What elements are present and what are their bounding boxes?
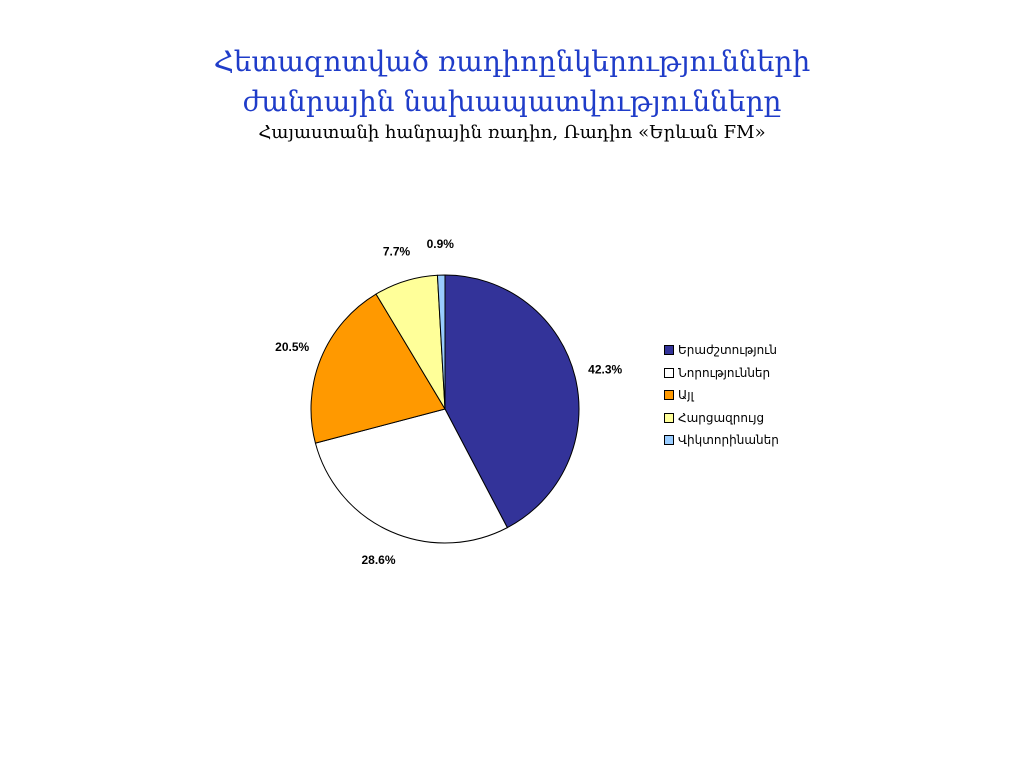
legend-item-1: Երաժշտություն [664,339,779,362]
legend-item-2: Նորություններ [664,362,779,385]
legend-label-2: Նորություններ [678,365,771,380]
chart-title-line-2: ժանրային նախապատվությունները [242,85,782,118]
legend-label-1: Երաժշտություն [678,343,777,358]
pie-data-label-4: 7.7% [383,244,411,258]
pie-slice-3 [310,293,446,444]
chart-title-line-1: Հետազոտված ռադիոընկերությունների [213,45,811,78]
pie-slice-2 [314,408,508,544]
pie-data-labels: 42.3% 28.6% 20.5% 7.7% 0.9% [275,237,622,567]
legend-label-3: Այլ [678,388,694,403]
legend-item-3: Այլ [664,384,779,407]
legend-swatch-4 [664,412,674,423]
legend-item-4: Հարցազրույց [664,407,779,430]
legend-label-4: Հարցազրույց [678,410,765,425]
pie-data-label-1: 42.3% [588,363,622,377]
chart-subtitle: Հայաստանի հանրային ռադիո, Ռադիո «Երևան F… [258,122,766,143]
legend-swatch-1 [664,345,674,356]
pie-data-label-2: 28.6% [361,553,395,567]
legend-swatch-3 [664,390,674,401]
chart-legend: Երաժշտություն Նորություններ Այլ Հարցազրույց… [664,339,779,452]
pie-slice-1 [444,274,580,529]
legend-swatch-5 [664,435,674,446]
pie-data-label-3: 20.5% [275,340,309,354]
legend-label-5: Վիկտորինաներ [678,433,779,448]
legend-swatch-2 [664,367,674,378]
title-block: Հետազոտված ռադիոընկերությունների ժանրայի… [0,42,1024,146]
pie-slice-5 [436,274,446,410]
pie-slices [310,274,580,544]
legend-item-5: Վիկտորինաներ [664,429,779,452]
pie-data-label-5: 0.9% [427,237,455,251]
